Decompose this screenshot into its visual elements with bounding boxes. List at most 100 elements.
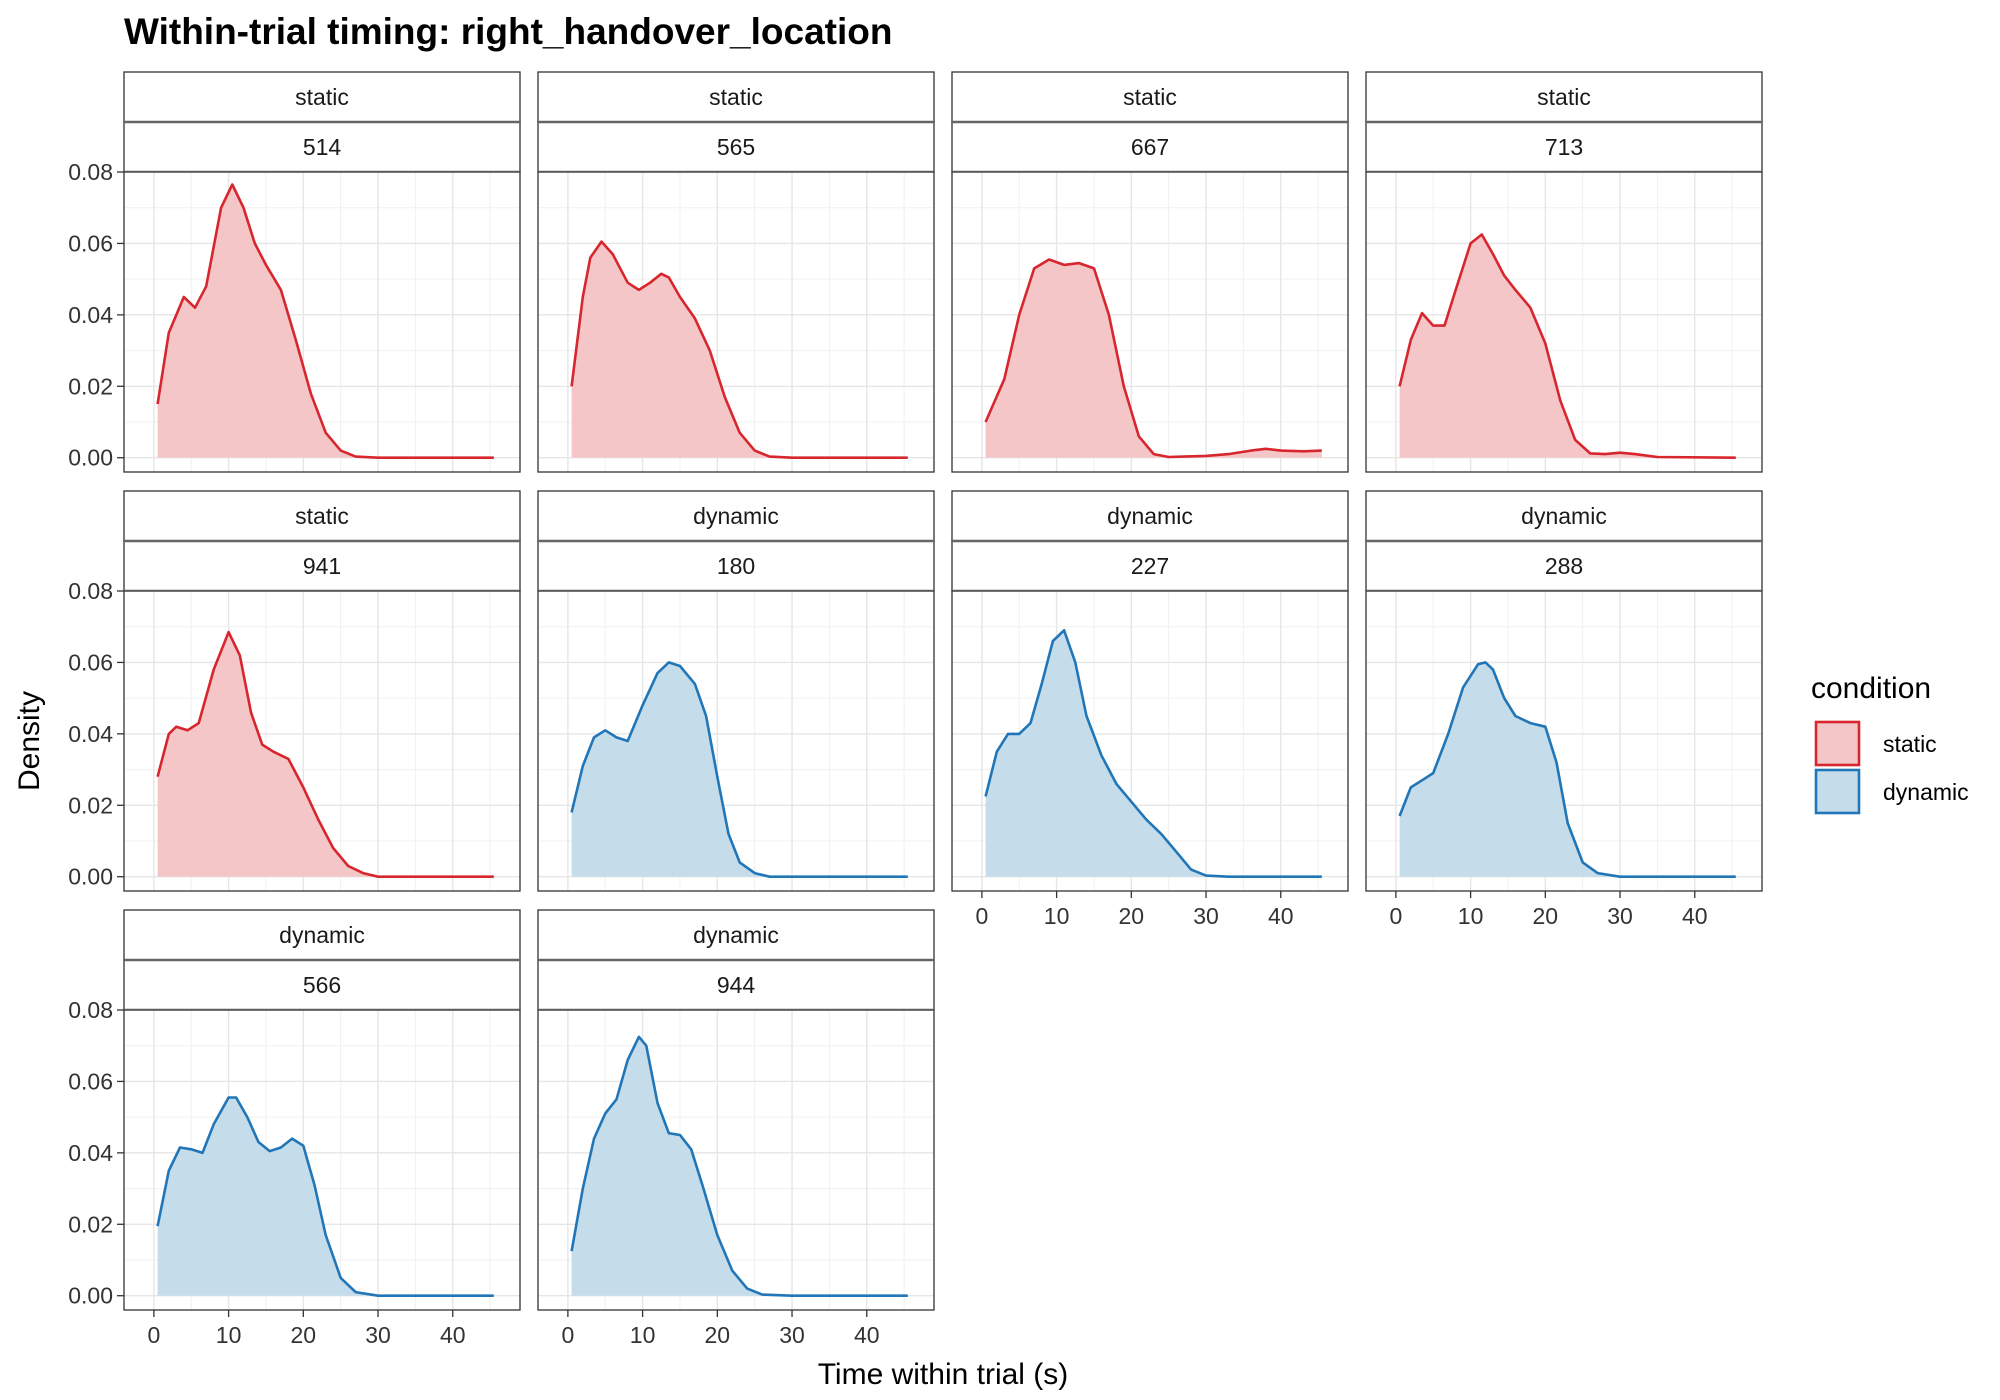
- x-tick-label: 20: [1119, 903, 1145, 929]
- strip-condition-label: dynamic: [1107, 503, 1193, 529]
- y-tick-label: 0.06: [68, 230, 113, 256]
- x-tick-label: 0: [561, 1322, 574, 1348]
- x-tick-label: 0: [975, 903, 988, 929]
- strip-condition-label: dynamic: [693, 922, 779, 948]
- strip-id: [123, 959, 521, 1011]
- density-area: [571, 662, 908, 877]
- facet-panel: static 514 0.00 0.02 0.04 0.06 0.08: [68, 71, 521, 473]
- x-tick-label: 40: [1268, 903, 1294, 929]
- density-line: [984, 629, 1322, 878]
- chart-title: Within-trial timing: right_handover_loca…: [124, 11, 892, 52]
- strip-condition-label: dynamic: [693, 503, 779, 529]
- density-area: [157, 632, 494, 877]
- y-tick-label: 0.08: [68, 997, 113, 1023]
- density-area: [157, 184, 494, 458]
- x-tick-label: 30: [1607, 903, 1633, 929]
- strip-condition-label: dynamic: [279, 922, 365, 948]
- y-tick-label: 0.06: [68, 1068, 113, 1094]
- y-tick-label: 0.00: [68, 864, 113, 890]
- panel-border: [1365, 171, 1763, 473]
- panel-border: [123, 171, 521, 473]
- strip-condition: [123, 490, 521, 542]
- y-tick-label: 0.08: [68, 578, 113, 604]
- x-tick-label: 10: [1044, 903, 1070, 929]
- facet-panel: dynamic 180: [537, 490, 935, 892]
- y-tick-label: 0.02: [68, 373, 113, 399]
- strip-id-label: 566: [303, 972, 341, 998]
- strip-id: [1365, 121, 1763, 173]
- strip-condition: [1365, 490, 1763, 542]
- y-tick-label: 0.00: [68, 445, 113, 471]
- y-tick-label: 0.04: [68, 302, 113, 328]
- x-tick-label: 0: [147, 1322, 160, 1348]
- density-area: [985, 630, 1322, 877]
- density-area: [157, 1097, 494, 1296]
- legend-label-dynamic: dynamic: [1883, 779, 1969, 805]
- strip-condition-label: static: [295, 503, 349, 529]
- facet-panel: static 713: [1365, 71, 1763, 473]
- density-line: [570, 1035, 908, 1297]
- x-tick-label: 40: [854, 1322, 880, 1348]
- panel-border: [537, 1009, 935, 1311]
- x-axis-title: Time within trial (s): [818, 1358, 1069, 1391]
- strip-condition-label: static: [709, 84, 763, 110]
- y-axis-title: Density: [13, 691, 46, 791]
- x-tick-label: 10: [1458, 903, 1484, 929]
- strip-condition: [123, 909, 521, 961]
- strip-condition: [951, 490, 1349, 542]
- panel-border: [537, 590, 935, 892]
- strip-id-label: 180: [717, 553, 755, 579]
- density-area: [985, 259, 1322, 458]
- strip-id: [537, 959, 935, 1011]
- facet-panel: dynamic 566 0.00 0.02 0.04 0.06 0.08 0 10 20 30 40: [68, 909, 521, 1348]
- density-area: [571, 241, 908, 458]
- density-area: [1399, 234, 1736, 458]
- panel-border: [1365, 590, 1763, 892]
- strip-id-label: 227: [1131, 553, 1169, 579]
- y-tick-label: 0.00: [68, 1283, 113, 1309]
- facet-panel: static 565: [537, 71, 935, 473]
- y-tick-label: 0.02: [68, 1211, 113, 1237]
- strip-condition-label: static: [295, 84, 349, 110]
- strip-condition-label: static: [1537, 84, 1591, 110]
- strip-id-label: 565: [717, 134, 755, 160]
- strip-condition: [1365, 71, 1763, 123]
- x-tick-label: 40: [1682, 903, 1708, 929]
- panel-border: [537, 171, 935, 473]
- strip-id-label: 514: [303, 134, 342, 160]
- x-tick-label: 10: [630, 1322, 656, 1348]
- x-tick-label: 0: [1389, 903, 1402, 929]
- strip-id-label: 941: [303, 553, 341, 579]
- strip-id-label: 288: [1545, 553, 1583, 579]
- y-tick-label: 0.04: [68, 721, 113, 747]
- facet-panel: static 941 0.00 0.02 0.04 0.06 0.08: [68, 490, 521, 892]
- legend-title: condition: [1811, 672, 1931, 705]
- facet-panel: static 667: [951, 71, 1349, 473]
- facet-panels: static5140.000.020.040.060.08static565st…: [68, 71, 1763, 1348]
- density-line: [156, 183, 494, 459]
- strip-condition-label: static: [1123, 84, 1177, 110]
- legend-key-static: [1814, 720, 1861, 767]
- x-tick-label: 30: [779, 1322, 805, 1348]
- strip-id: [951, 540, 1349, 592]
- x-tick-label: 20: [705, 1322, 731, 1348]
- strip-condition: [537, 71, 935, 123]
- x-tick-label: 30: [1193, 903, 1219, 929]
- x-tick-label: 20: [1533, 903, 1559, 929]
- y-tick-label: 0.04: [68, 1140, 113, 1166]
- y-tick-label: 0.08: [68, 159, 113, 185]
- density-line: [156, 1096, 494, 1297]
- facet-panel: dynamic 944 0 10 20 30 40: [537, 909, 935, 1348]
- legend-label-static: static: [1883, 731, 1937, 757]
- panel-border: [123, 1009, 521, 1311]
- strip-condition: [123, 71, 521, 123]
- y-tick-label: 0.06: [68, 649, 113, 675]
- density-line: [1398, 661, 1736, 878]
- facet-panel: dynamic 227 0 10 20 30 40: [951, 490, 1349, 929]
- strip-condition-label: dynamic: [1521, 503, 1607, 529]
- strip-id: [123, 540, 521, 592]
- strip-condition: [537, 490, 935, 542]
- x-tick-label: 10: [216, 1322, 242, 1348]
- density-area: [571, 1036, 908, 1296]
